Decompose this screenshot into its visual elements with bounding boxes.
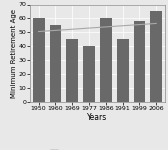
- Bar: [100, 18, 112, 102]
- Bar: [66, 39, 78, 102]
- Bar: [83, 46, 95, 102]
- Bar: [134, 21, 145, 102]
- Bar: [50, 25, 61, 102]
- Bar: [117, 39, 129, 102]
- Y-axis label: Minimum Retirement Age: Minimum Retirement Age: [11, 9, 17, 98]
- Bar: [33, 18, 45, 102]
- X-axis label: Years: Years: [87, 112, 108, 122]
- Bar: [150, 11, 162, 102]
